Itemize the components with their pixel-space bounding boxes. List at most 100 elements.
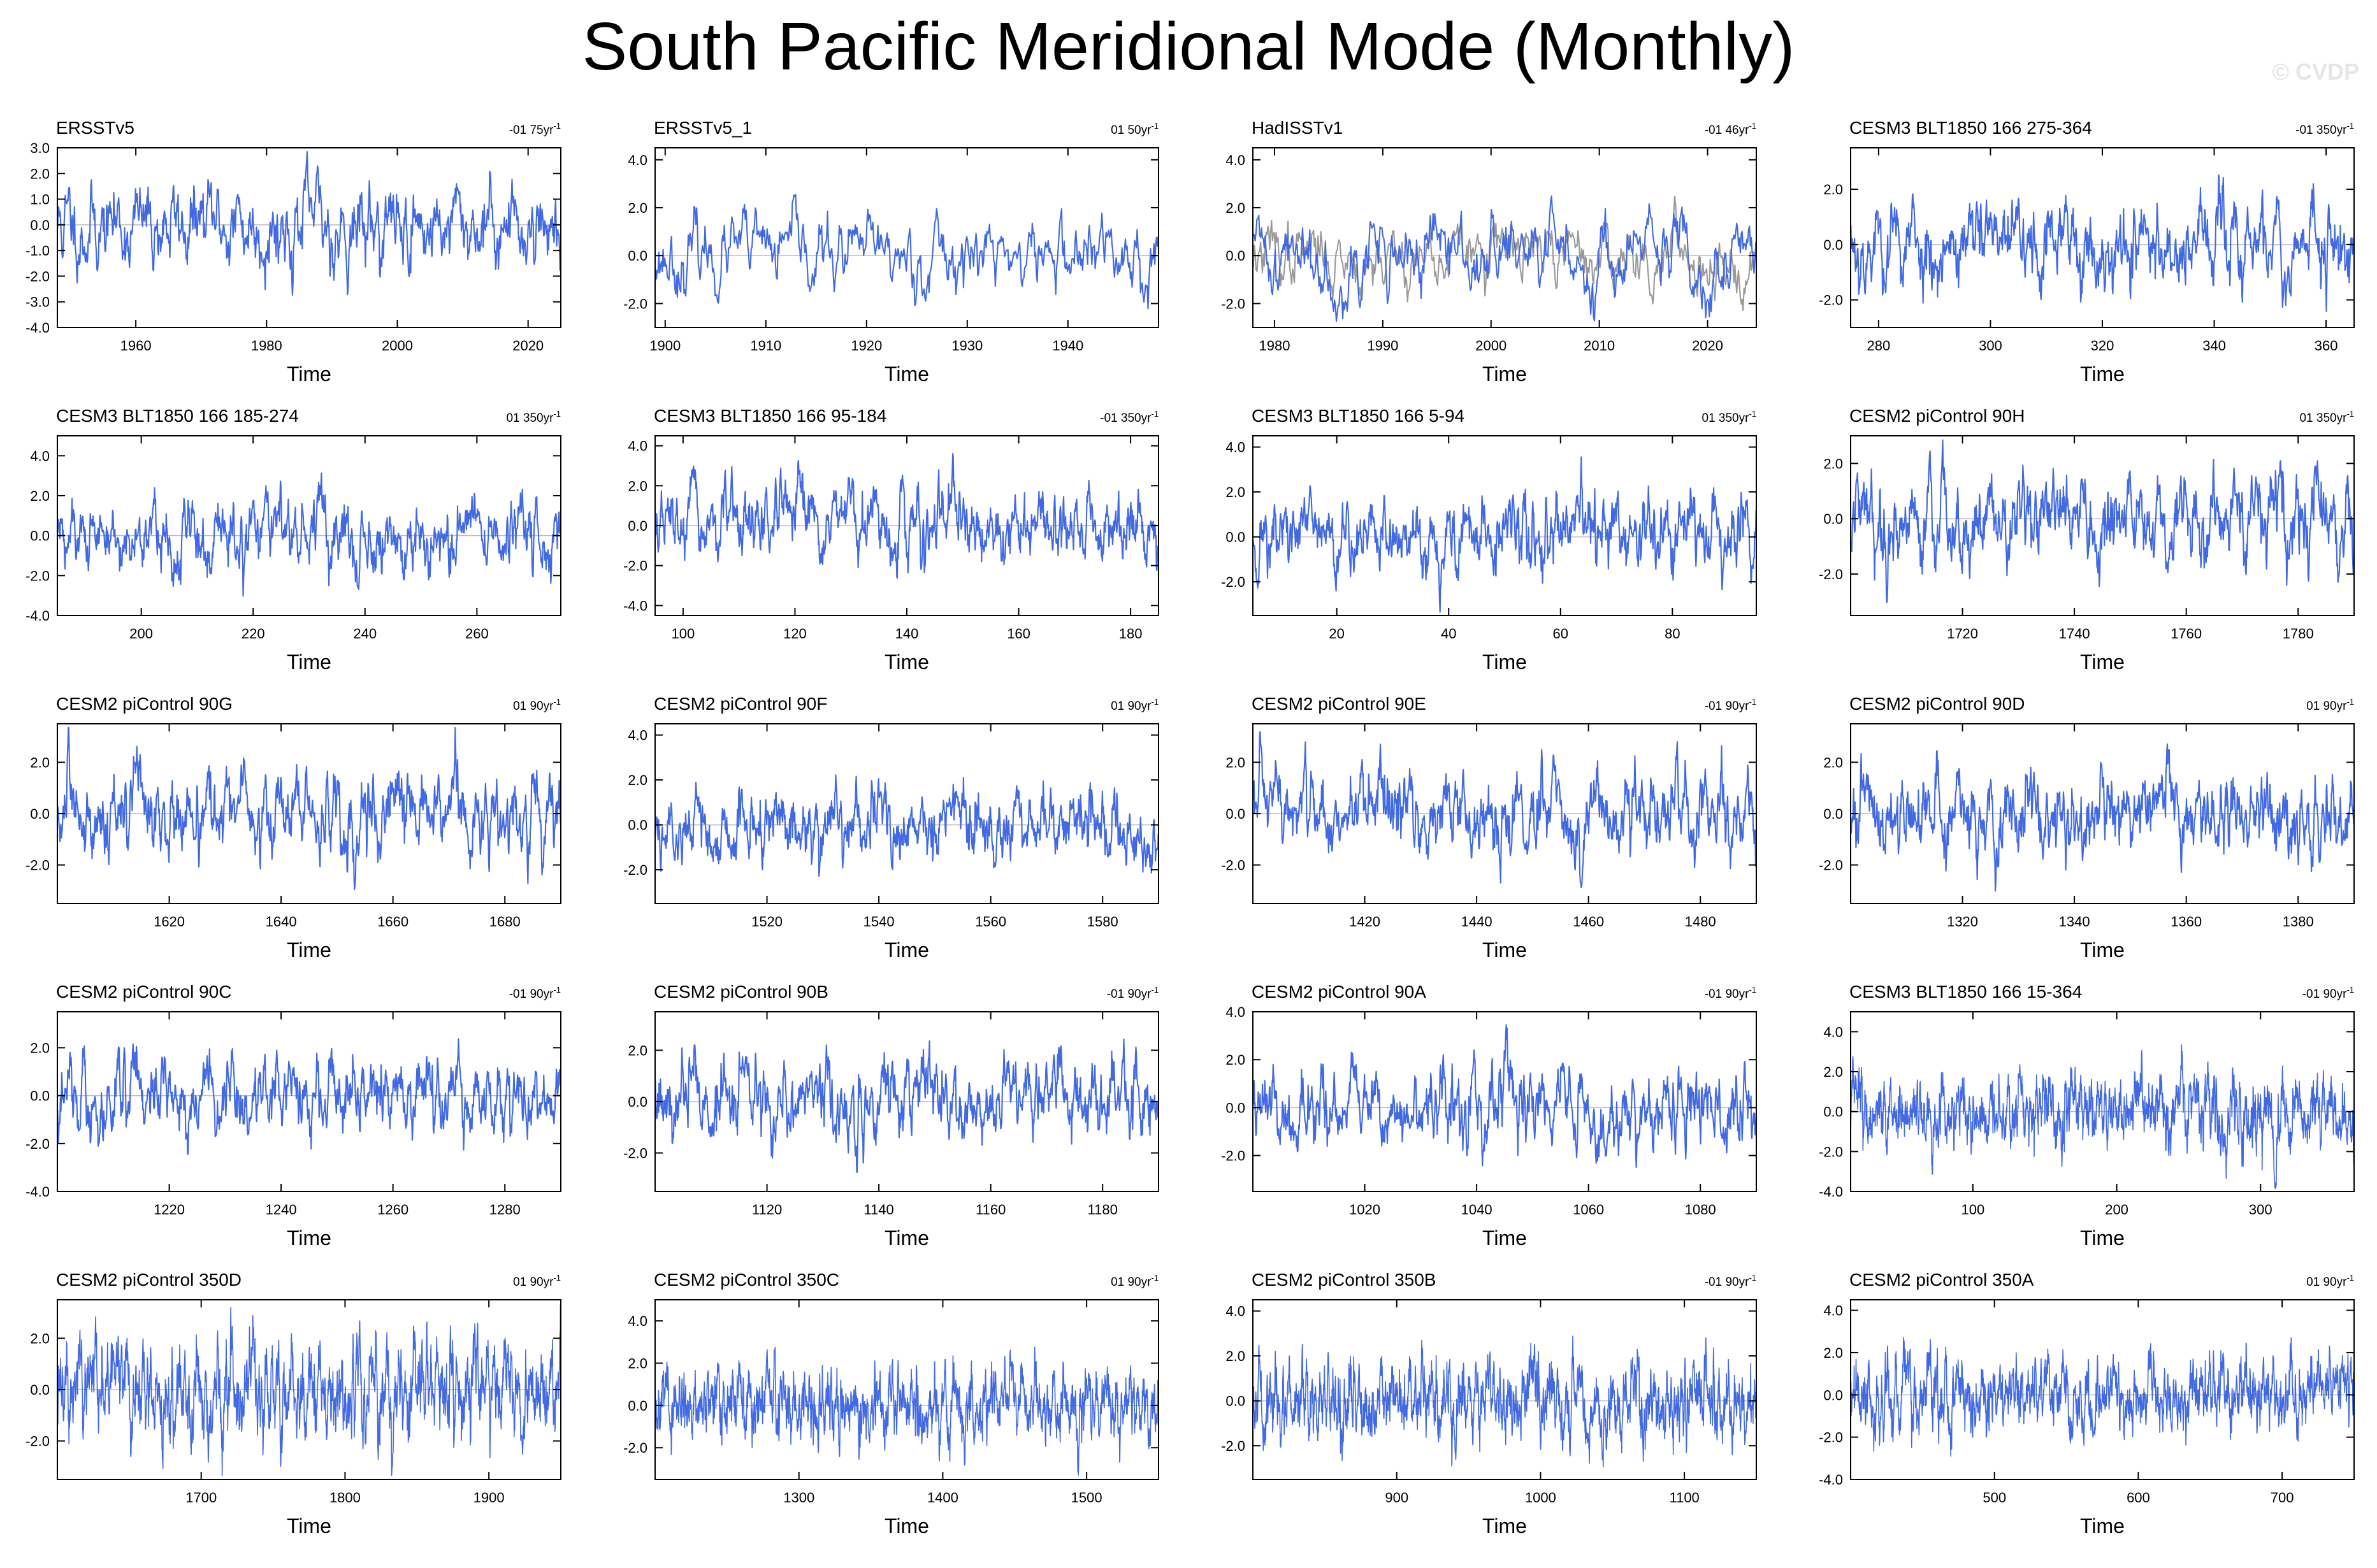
y-tick-label: 2.0	[628, 1042, 647, 1058]
plot-frame	[654, 723, 1159, 904]
trend-exponent: -1	[2346, 697, 2354, 707]
series-line	[1252, 1024, 1757, 1169]
x-tick-label: 1260	[377, 1202, 408, 1218]
trend-label: -01 90yr-1	[1705, 1273, 1756, 1289]
x-tick-label: 1340	[2059, 914, 2090, 930]
y-tick-label: 0.0	[1823, 1104, 1843, 1120]
y-tick-label: 0.0	[1823, 1387, 1843, 1403]
x-tick-label: 60	[1553, 626, 1568, 642]
y-tick-label: 2.0	[628, 772, 647, 788]
plot-frame	[654, 147, 1159, 328]
y-tick-label: -3.0	[25, 294, 50, 310]
y-tick-label: 4.0	[628, 152, 647, 168]
y-tick-label: 2.0	[30, 166, 50, 182]
y-tick-label: -2.0	[1819, 292, 1843, 308]
series-line	[1850, 174, 2355, 312]
trend-exponent: -1	[1749, 697, 1756, 707]
chart-panel: CESM2 piControl 350D 01 90yr-1 1700 1800 190…	[25, 1270, 561, 1537]
x-tick-label: 1620	[154, 914, 185, 930]
y-tick-label: 2.0	[30, 754, 50, 770]
x-axis-label: Time	[885, 1226, 929, 1249]
x-tick-label: 140	[895, 626, 919, 642]
chart-panel: CESM2 piControl 350A 01 90yr-1 500 600 700 -4…	[1819, 1270, 2355, 1537]
series-line	[1850, 439, 2355, 603]
y-tick-label: 0.0	[1225, 529, 1245, 545]
x-tick-label: 1480	[1685, 914, 1716, 930]
trend-label: 01 90yr-1	[513, 1273, 561, 1289]
x-tick-label: 340	[2202, 338, 2226, 354]
plot-frame	[1252, 147, 1757, 328]
y-tick-label: -2.0	[25, 568, 50, 584]
y-tick-label: -2.0	[25, 1434, 50, 1449]
y-tick-label: -2.0	[25, 858, 50, 874]
chart-panel: CESM2 piControl 90E -01 90yr-1 1420 1440 146…	[1221, 694, 1757, 961]
y-tick-label: 2.0	[1225, 484, 1245, 500]
y-tick-label: -2.0	[1221, 1148, 1245, 1164]
series-line	[654, 774, 1159, 877]
panel-title: CESM2 piControl 90G	[56, 694, 233, 714]
y-tick-label: 0.0	[1823, 511, 1843, 527]
plot-frame	[57, 147, 561, 328]
series-line	[654, 194, 1159, 310]
trend-exponent: -1	[1151, 121, 1159, 131]
x-tick-label: 1930	[951, 338, 983, 354]
trend-exponent: -1	[1151, 697, 1159, 707]
x-tick-label: 1420	[1349, 914, 1380, 930]
plot-frame	[654, 1299, 1159, 1480]
trend-label: -01 90yr-1	[509, 985, 561, 1001]
x-axis-label: Time	[885, 651, 929, 673]
x-tick-label: 300	[1979, 338, 2002, 354]
chart-panel: CESM2 piControl 90D 01 90yr-1 1320 1340 1360…	[1819, 694, 2355, 961]
x-tick-label: 1990	[1367, 338, 1398, 354]
y-tick-label: 4.0	[1225, 1004, 1245, 1020]
x-tick-label: 1220	[154, 1202, 185, 1218]
x-tick-label: 500	[1983, 1490, 2006, 1506]
x-tick-label: 1560	[975, 914, 1006, 930]
y-tick-label: 2.0	[1823, 182, 1843, 198]
y-tick-label: -4.0	[25, 1184, 50, 1200]
series-line	[57, 472, 561, 597]
x-tick-label: 1380	[2283, 914, 2314, 930]
x-axis-label: Time	[1482, 651, 1527, 673]
x-tick-label: 1900	[649, 338, 681, 354]
panel-title: CESM3 BLT1850 166 185-274	[56, 406, 299, 426]
trend-label: -01 90yr-1	[1107, 985, 1159, 1001]
y-tick-label: 2.0	[1225, 1052, 1245, 1068]
trend-label: -01 90yr-1	[2302, 985, 2354, 1001]
chart-panel: ERSSTv5_1 01 50yr-1 1900 1910 1920 1930 1940 -2…	[623, 118, 1159, 385]
x-tick-label: 1440	[1461, 914, 1492, 930]
y-tick-label: 0.0	[1225, 806, 1245, 822]
panel-title: CESM2 piControl 90A	[1252, 982, 1426, 1002]
x-tick-label: 1160	[976, 1202, 1006, 1218]
y-tick-label: 2.0	[1225, 1348, 1245, 1364]
x-tick-label: 1000	[1525, 1490, 1556, 1506]
x-tick-label: 1800	[329, 1490, 361, 1506]
x-tick-label: 320	[2091, 338, 2114, 354]
y-tick-label: 4.0	[628, 1313, 647, 1329]
x-tick-label: 1920	[851, 338, 882, 354]
chart-panel: CESM3 BLT1850 166 275-364 -01 350yr-1 280 3…	[1819, 118, 2355, 385]
x-tick-label: 1400	[927, 1490, 958, 1506]
x-axis-label: Time	[1482, 1226, 1527, 1249]
y-tick-label: 4.0	[628, 728, 647, 744]
plot-frame	[1850, 435, 2355, 616]
trend-label: 01 350yr-1	[2299, 409, 2354, 425]
y-tick-label: 4.0	[1823, 1024, 1843, 1040]
trend-exponent: -1	[553, 1273, 561, 1283]
x-tick-label: 1500	[1071, 1490, 1102, 1506]
x-tick-label: 2020	[512, 338, 544, 354]
trend-label: -01 90yr-1	[1705, 697, 1756, 713]
x-axis-label: Time	[2080, 1226, 2125, 1249]
x-tick-label: 600	[2127, 1490, 2150, 1506]
panel-title: CESM3 BLT1850 166 95-184	[654, 406, 886, 426]
trend-exponent: -1	[2346, 985, 2354, 995]
series-line	[1252, 1335, 1757, 1467]
trend-label: -01 75yr-1	[509, 121, 561, 137]
y-tick-label: -2.0	[1221, 574, 1245, 590]
y-tick-label: 2.0	[1823, 456, 1843, 471]
credit-watermark: © CVDP	[2272, 59, 2359, 85]
trend-exponent: -1	[1151, 409, 1159, 419]
x-axis-label: Time	[1482, 939, 1527, 961]
x-tick-label: 1140	[863, 1202, 893, 1218]
